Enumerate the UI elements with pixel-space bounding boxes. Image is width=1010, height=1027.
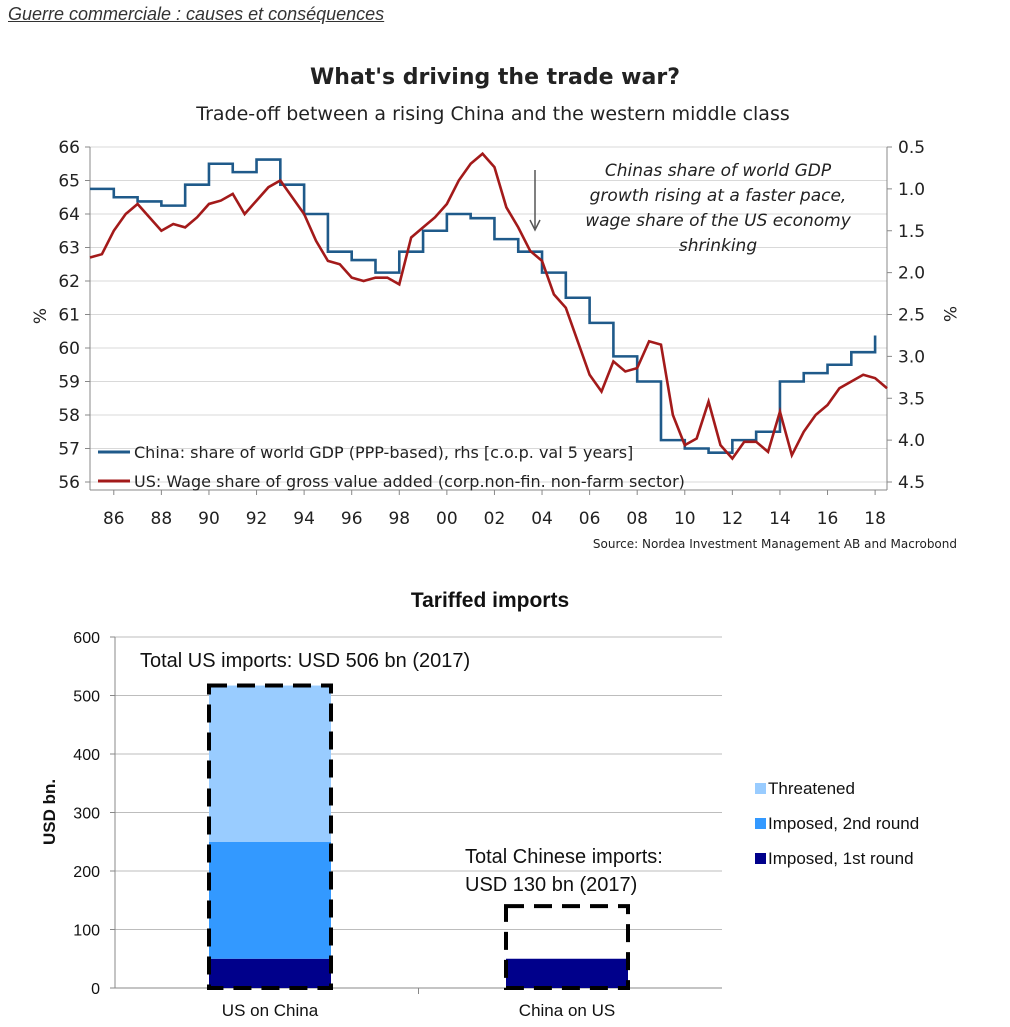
chart1-x-tick-label: 06 (579, 509, 601, 529)
chart1-x-tick-label: 08 (626, 509, 648, 529)
chart1-x-tick-label: 10 (674, 509, 696, 529)
chart2-y-tick-label: 0 (91, 981, 100, 998)
page-heading: Guerre commerciale : causes et conséquen… (8, 4, 385, 24)
chart1-right-tick-label: 3.5 (898, 389, 925, 409)
chart1-left-tick-label: 66 (58, 138, 80, 158)
chart2-x-axis: US on China China on US (222, 1001, 615, 1020)
chart2-y-tick-label: 300 (73, 806, 100, 823)
chart2-total-outline (504, 904, 630, 990)
chart1-left-tick-label: 65 (58, 172, 80, 192)
chart1-x-tick-label: 98 (388, 509, 410, 529)
chart1-subtitle: Trade-off between a rising China and the… (195, 103, 790, 125)
chart1-legend-label-us: US: Wage share of gross value added (cor… (134, 472, 685, 491)
chart1-left-tick-label: 64 (58, 205, 80, 225)
chart2-legend-label: Threatened (768, 779, 855, 798)
chart2-total-us-label: Total US imports: USD 506 bn (2017) (140, 650, 470, 672)
chart1-x-tick-label: 90 (198, 509, 220, 529)
chart2-bar-threatened (209, 685, 331, 842)
chart1-left-tick-label: 60 (58, 339, 80, 359)
chart2-bar-imposed-1st-round (209, 958, 331, 988)
chart1-gridlines (89, 146, 888, 491)
chart1-x-tick-label: 18 (864, 509, 886, 529)
chart1-title: What's driving the trade war? (310, 65, 680, 90)
chart2-y-tick-label: 600 (73, 630, 100, 647)
chart1-annotation-arrowhead (529, 219, 541, 232)
chart1-right-tick-label: 2.0 (898, 264, 925, 284)
chart1-left-tick-label: 61 (58, 306, 80, 326)
chart2-legend-swatch (755, 783, 766, 794)
chart1-x-tick-label: 96 (341, 509, 363, 529)
chart2-y-tick-label: 400 (73, 747, 100, 764)
chart1-right-axis-label: % (939, 306, 959, 322)
chart1-x-tick-label: 02 (484, 509, 506, 529)
chart1-annotation-line: shrinking (679, 236, 757, 256)
chart2-totals: Total US imports: USD 506 bn (2017) Total… (140, 650, 663, 896)
chart1-series-group (89, 151, 888, 461)
chart1-x-tick-label: 00 (436, 509, 458, 529)
chart1-x-tick-label: 12 (722, 509, 744, 529)
chart1-right-tick-label: 3.0 (898, 347, 925, 367)
chart1-x-tick-label: 14 (769, 509, 791, 529)
chart1-left-axis: 66 65 64 63 62 61 60 59 58 57 56 (58, 138, 90, 493)
chart2-title: Tariffed imports (411, 589, 569, 612)
chart2-total-china-label-line2: USD 130 bn (2017) (465, 874, 637, 896)
chart1-left-tick-label: 62 (58, 272, 80, 292)
chart1-x-tick-label: 88 (151, 509, 173, 529)
chart2-category-label: China on US (519, 1001, 615, 1020)
chart2-legend-label: Imposed, 2nd round (768, 814, 919, 833)
china-gdp-share-line (90, 158, 877, 454)
chart2-total-outline (207, 683, 333, 990)
chart1-right-tick-label: 2.5 (898, 306, 925, 326)
chart1-legend-label-china: China: share of world GDP (PPP-based), r… (134, 443, 633, 462)
chart2-legend-label: Imposed, 1st round (768, 849, 914, 868)
chart2-y-axis: 600 500 400 300 200 100 0 (73, 630, 115, 998)
chart1-left-tick-label: 57 (58, 440, 80, 460)
chart2-y-tick-label: 200 (73, 864, 100, 881)
chart1-annotation-line: wage share of the US economy (585, 211, 852, 231)
chart1-annotation-line: growth rising at a faster pace, (590, 186, 847, 206)
chart1-source: Source: Nordea Investment Management AB … (593, 537, 957, 551)
chart1-left-tick-label: 59 (58, 373, 80, 393)
chart2-y-axis-label: USD bn. (40, 779, 59, 845)
chart1-right-tick-label: 1.0 (898, 180, 925, 200)
chart1-right-tick-label: 4.0 (898, 431, 925, 451)
trade-war-line-chart: What's driving the trade war? Trade-off … (31, 65, 959, 551)
chart2-y-tick-label: 100 (73, 923, 100, 940)
chart2-bars (207, 683, 630, 990)
chart1-right-axis: 0.5 1.0 1.5 2.0 2.5 3.0 3.5 4.0 4.5 (887, 138, 925, 493)
chart1-x-tick-label: 04 (531, 509, 553, 529)
chart1-x-tick-label: 16 (817, 509, 839, 529)
chart1-annotation: Chinas share of world GDP growth rising a… (585, 161, 852, 256)
chart1-x-axis: 86 88 90 92 94 96 98 00 02 04 06 08 10 12 14 16 18 (103, 490, 886, 529)
us-wage-share-line (89, 151, 888, 461)
chart1-right-tick-label: 4.5 (898, 473, 925, 493)
chart1-annotation-line: Chinas share of world GDP (605, 161, 832, 181)
chart1-x-tick-label: 92 (246, 509, 268, 529)
chart2-total-china-label-line1: Total Chinese imports: (465, 846, 663, 868)
chart2-legend-swatch (755, 818, 766, 829)
chart1-left-tick-label: 56 (58, 473, 80, 493)
chart1-legend: China: share of world GDP (PPP-based), r… (98, 443, 685, 491)
chart2-gridlines (114, 636, 722, 994)
chart1-right-tick-label: 0.5 (898, 138, 925, 158)
chart1-left-tick-label: 63 (58, 239, 80, 259)
chart1-left-tick-label: 58 (58, 406, 80, 426)
chart2-bar-imposed-2nd-round (209, 841, 331, 959)
chart1-x-tick-label: 86 (103, 509, 125, 529)
chart1-x-tick-label: 94 (293, 509, 315, 529)
chart2-legend: Threatened Imposed, 2nd round Imposed, 1st… (755, 779, 919, 868)
chart1-left-axis-label: % (31, 308, 51, 324)
chart2-category-label: US on China (222, 1001, 319, 1020)
chart2-y-tick-label: 500 (73, 689, 100, 706)
chart2-legend-swatch (755, 853, 766, 864)
chart1-right-tick-label: 1.5 (898, 222, 925, 242)
chart2-bar-imposed-1st-round (506, 958, 628, 988)
